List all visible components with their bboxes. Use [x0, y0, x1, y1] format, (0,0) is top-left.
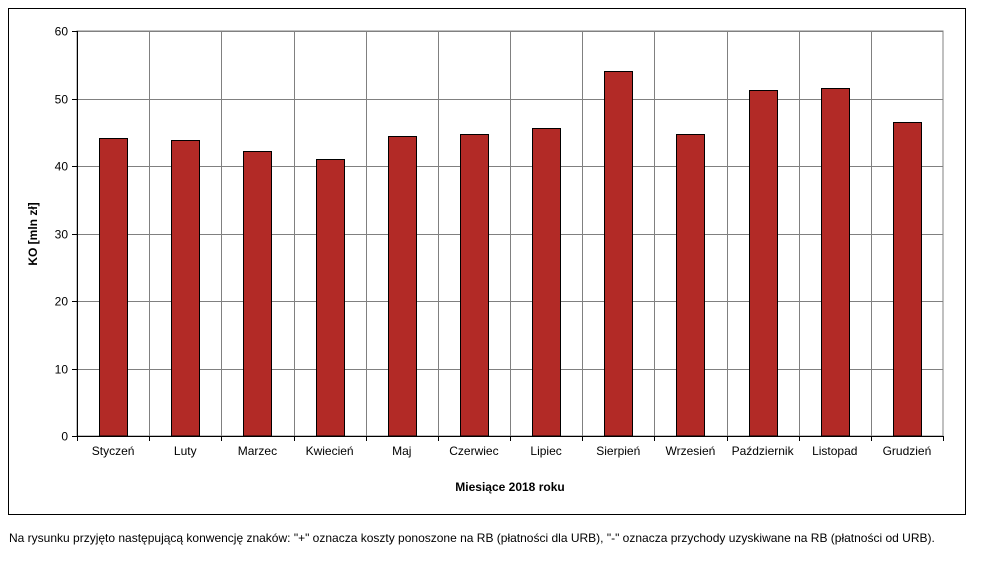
chart-frame: 0 10 20 30 40 50 60 Styczeń Luty Marzec Kwiecień Ma… [8, 8, 966, 515]
bar [460, 134, 489, 437]
bar [388, 136, 417, 437]
bar-chart: 0 10 20 30 40 50 60 Styczeń Luty Marzec Kwiecień Ma… [26, 25, 944, 494]
bar [893, 122, 922, 437]
bars [99, 71, 922, 437]
x-tick-label: Kwiecień [306, 444, 354, 458]
bar [243, 151, 272, 437]
x-tick-label: Listopad [812, 444, 857, 458]
axes [72, 31, 944, 441]
bar [316, 159, 345, 437]
y-tick-label: 10 [55, 363, 69, 377]
tick-labels: 0 10 20 30 40 50 60 Styczeń Luty Marzec Kwiecień Ma… [55, 25, 932, 459]
y-tick-label: 50 [55, 93, 69, 107]
bar [171, 140, 200, 437]
y-tick-label: 30 [55, 228, 69, 242]
gridlines [77, 31, 943, 436]
bar [676, 134, 705, 437]
x-tick-label: Maj [392, 444, 411, 458]
x-axis-title: Miesiące 2018 roku [455, 480, 564, 494]
x-tick-label: Czerwiec [449, 444, 498, 458]
bar [604, 71, 633, 437]
x-tick-label: Lipiec [530, 444, 561, 458]
footnote: Na rysunku przyjęto następującą konwencj… [9, 531, 935, 545]
x-tick-label: Luty [174, 444, 197, 458]
x-tick-label: Marzec [238, 444, 277, 458]
x-tick-label: Grudzień [883, 444, 932, 458]
bar [821, 88, 850, 437]
y-tick-label: 0 [61, 430, 68, 444]
y-tick-label: 60 [55, 25, 69, 39]
y-tick-label: 20 [55, 295, 69, 309]
bar [749, 90, 778, 437]
y-tick-label: 40 [55, 160, 69, 174]
y-axis-title: KO [mln zł] [26, 202, 40, 265]
x-tick-label: Wrzesień [666, 444, 716, 458]
x-tick-label: Październik [732, 444, 795, 458]
x-tick-label: Sierpień [596, 444, 640, 458]
bar [99, 138, 128, 437]
bar [532, 128, 561, 437]
x-tick-label: Styczeń [92, 444, 135, 458]
